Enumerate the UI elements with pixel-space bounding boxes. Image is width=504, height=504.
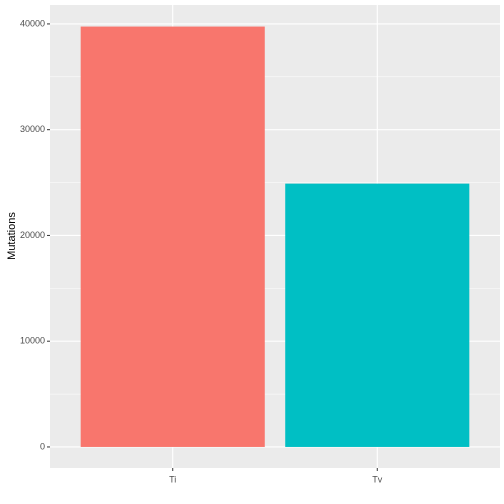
x-tick-label: Ti bbox=[169, 474, 176, 484]
y-tick-label: 10000 bbox=[20, 336, 45, 346]
y-tick-label: 0 bbox=[40, 441, 45, 451]
bar bbox=[285, 183, 470, 447]
y-tick-label: 40000 bbox=[20, 18, 45, 28]
y-tick-label: 20000 bbox=[20, 230, 45, 240]
y-tick-label: 30000 bbox=[20, 124, 45, 134]
x-tick-label: Tv bbox=[372, 474, 382, 484]
y-axis-title: Mutations bbox=[6, 212, 18, 260]
bar bbox=[80, 26, 265, 447]
